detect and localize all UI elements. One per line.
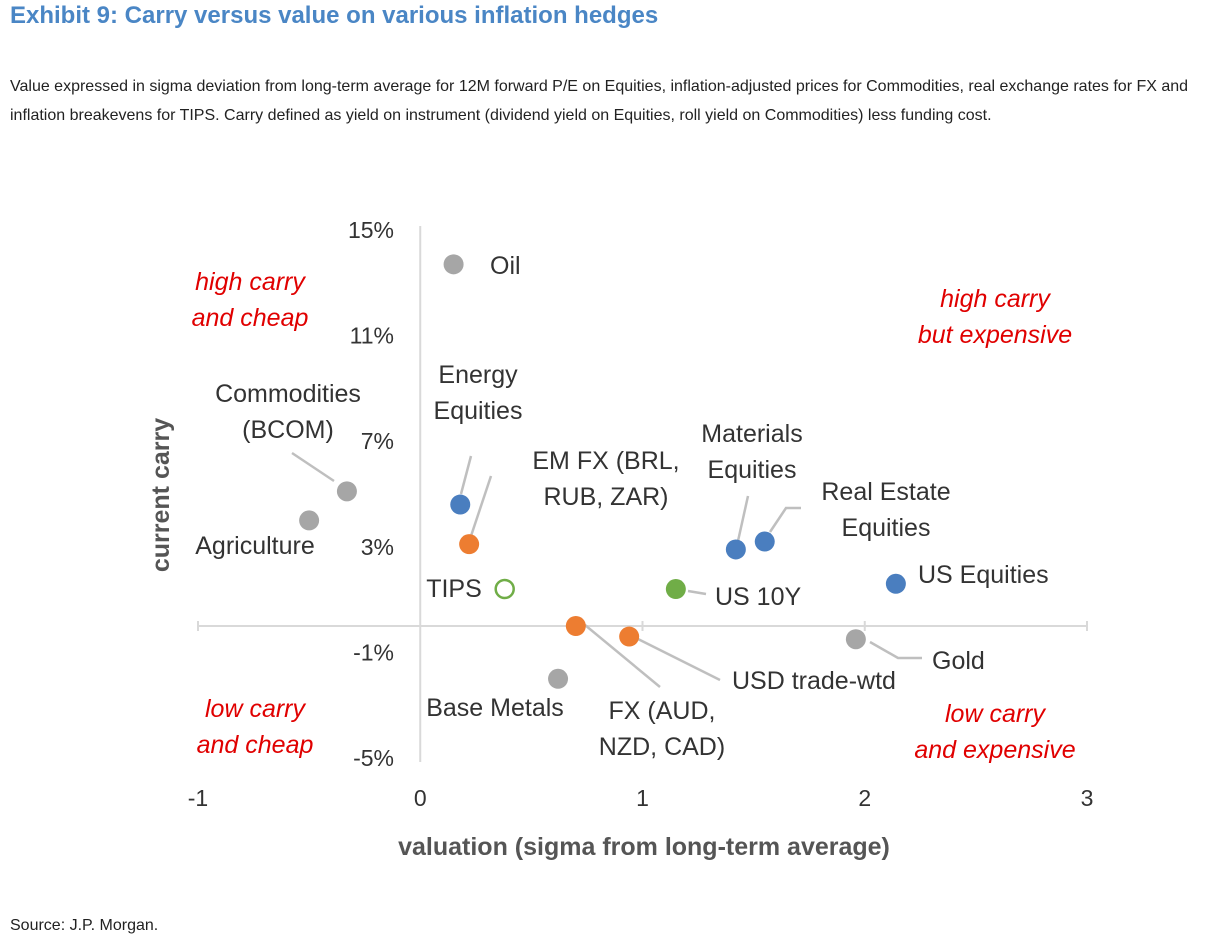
label-commodities-bcom: Commodities (BCOM) <box>215 380 361 444</box>
tick-labels: 15% 11% 7% 3% -1% -5% -1 0 1 2 3 <box>188 217 1094 811</box>
page-title: Exhibit 9: Carry versus value on various… <box>10 2 659 29</box>
point-gold <box>845 629 866 650</box>
point-em-fx-brl-rub-zar <box>459 534 480 555</box>
leader-line-em-fx-brl-rub-zar <box>469 475 493 537</box>
data-points <box>299 254 906 689</box>
point-labels: Oil Commodities (BCOM) Agriculture Energy Equ… <box>195 252 1048 761</box>
x-axis-label: valuation (sigma from long-term average) <box>398 833 890 861</box>
chart-subtitle: Value expressed in sigma deviation from … <box>10 78 1189 124</box>
leader-line-usd-trade-wtd <box>635 636 721 682</box>
point-base-metals <box>548 668 569 689</box>
y-tick-label: -5% <box>353 745 394 771</box>
label-usd-trade-wtd: USD trade-wtd <box>732 667 896 695</box>
quadrant-label-top-right: high carry but expensive <box>918 285 1072 349</box>
leader-lines <box>291 451 922 688</box>
y-tick-label: 7% <box>361 428 394 454</box>
leader-line-materials-equities <box>736 495 750 542</box>
label-oil: Oil <box>490 252 521 280</box>
y-tick-label: 3% <box>361 534 394 560</box>
label-us-equities: US Equities <box>918 561 1049 589</box>
y-axis-label: current carry <box>147 418 175 572</box>
point-usd-trade-wtd <box>619 626 640 647</box>
point-energy-equities <box>450 494 471 515</box>
point-agriculture <box>299 510 320 531</box>
y-tick-label: -1% <box>353 639 394 665</box>
point-us-equities <box>885 573 906 594</box>
label-energy-equities: Energy Equities <box>434 361 523 425</box>
x-tick-label: 0 <box>414 785 427 811</box>
leader-line-energy-equities <box>459 455 473 495</box>
label-real-estate-equities: Real Estate Equities <box>821 478 950 542</box>
label-materials-equities: Materials Equities <box>701 420 802 484</box>
point-materials-equities <box>725 539 746 560</box>
leader-line-commodities-bcom <box>291 451 335 483</box>
label-em-fx-brl-rub-zar: EM FX (BRL, RUB, ZAR) <box>532 447 679 511</box>
label-base-metals: Base Metals <box>426 694 564 722</box>
point-commodities-bcom <box>336 481 357 502</box>
quadrant-label-bottom-left: low carry and cheap <box>197 695 314 759</box>
leader-line-gold <box>869 640 922 660</box>
leader-line-us-10y <box>687 589 707 596</box>
point-oil <box>443 254 464 275</box>
x-tick-label: 3 <box>1081 785 1094 811</box>
point-real-estate-equities <box>754 531 775 552</box>
point-fx-aud-nzd-cad <box>565 616 586 636</box>
x-tick-label: 1 <box>636 785 649 811</box>
leader-line-fx-aud-nzd-cad <box>584 624 661 688</box>
label-agriculture: Agriculture <box>195 532 315 560</box>
axis-labels: valuation (sigma from long-term average)… <box>147 418 890 861</box>
x-tick-label: 2 <box>858 785 871 811</box>
source-note: Source: J.P. Morgan. <box>10 917 159 934</box>
point-us-10y <box>665 579 686 600</box>
y-tick-label: 15% <box>348 217 394 243</box>
quadrant-label-bottom-right: low carry and expensive <box>914 700 1075 764</box>
point-tips <box>494 578 515 600</box>
y-tick-label: 11% <box>350 323 394 349</box>
label-us-10y: US 10Y <box>715 583 801 611</box>
leader-line-real-estate-equities <box>768 506 801 533</box>
quadrant-labels: high carry and cheap high carry but expensi… <box>192 268 1076 764</box>
axis-lines <box>197 226 1088 762</box>
label-gold: Gold <box>932 647 985 675</box>
label-tips: TIPS <box>426 575 482 603</box>
label-fx-aud-nzd-cad: FX (AUD, NZD, CAD) <box>599 697 725 761</box>
quadrant-label-top-left: high carry and cheap <box>192 268 309 332</box>
x-tick-label: -1 <box>188 785 208 811</box>
